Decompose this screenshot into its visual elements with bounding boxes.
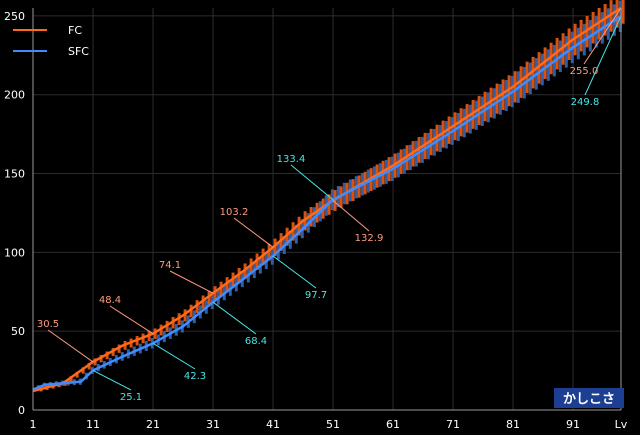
axes bbox=[32, 8, 622, 411]
x-tick-label: 21 bbox=[146, 418, 160, 431]
series-line-fc bbox=[32, 6, 622, 393]
y-tick-label: 150 bbox=[4, 168, 25, 181]
annotation-label: 103.2 bbox=[220, 207, 249, 218]
annotation-label: 133.4 bbox=[277, 154, 306, 165]
annotation-label: 68.4 bbox=[245, 336, 267, 347]
fc-range-bar bbox=[189, 304, 193, 318]
x-tick-label: 51 bbox=[326, 418, 340, 431]
fc-range-bar bbox=[555, 37, 559, 70]
series-lines bbox=[32, 6, 622, 393]
annotation-labels: 30.5 48.4 74.1 103.2 132.9 255.0 25.1 42.3 68.4 9… bbox=[37, 66, 599, 403]
fc-range-bar bbox=[567, 28, 571, 61]
annotation-leader bbox=[583, 7, 622, 65]
fc-range-bar bbox=[561, 33, 565, 65]
annotation-label: 48.4 bbox=[99, 295, 121, 306]
annotation-label: 74.1 bbox=[159, 260, 181, 271]
annotation-label: 42.3 bbox=[184, 371, 206, 382]
fc-range-bar bbox=[531, 56, 535, 89]
annotation-leader bbox=[169, 270, 214, 294]
fc-range-bar bbox=[243, 263, 247, 280]
fc-range-bar bbox=[537, 52, 541, 84]
annotation-leader bbox=[47, 329, 94, 363]
stat-badge: かしこさ bbox=[554, 388, 624, 408]
fc-range-bar bbox=[513, 71, 517, 103]
annotation-label: 97.7 bbox=[305, 290, 327, 301]
x-tick-label: 31 bbox=[206, 418, 220, 431]
annotation-leader bbox=[272, 255, 317, 289]
fc-range-bar bbox=[519, 66, 523, 98]
fc-range-bar bbox=[273, 238, 277, 256]
x-tick-label: 71 bbox=[446, 418, 460, 431]
x-tick-label: 11 bbox=[86, 418, 100, 431]
annotation-label: 255.0 bbox=[570, 66, 599, 77]
x-tick-label: 61 bbox=[386, 418, 400, 431]
annotation-leader bbox=[152, 342, 196, 370]
y-tick-label: 250 bbox=[4, 10, 25, 23]
fc-range-bar bbox=[183, 309, 187, 322]
annotation-leader bbox=[332, 200, 370, 232]
legend-label-fc: FC bbox=[68, 24, 82, 37]
badge-background bbox=[554, 388, 624, 408]
legend: FC SFC bbox=[13, 24, 89, 58]
x-tick-label: 1 bbox=[30, 418, 37, 431]
x-tick-label: 41 bbox=[266, 418, 280, 431]
annotation-label: 30.5 bbox=[37, 319, 59, 330]
fc-range-bar bbox=[297, 216, 301, 236]
badge-text: かしこさ bbox=[563, 392, 615, 407]
annotation-label: 25.1 bbox=[120, 392, 142, 403]
fc-range-bar bbox=[525, 61, 529, 94]
fc-range-bar bbox=[549, 42, 553, 75]
annotation-label: 132.9 bbox=[355, 233, 384, 244]
annotation-label: 249.8 bbox=[571, 97, 600, 108]
annotation-leader bbox=[92, 369, 132, 391]
fc-range-bar bbox=[255, 253, 259, 270]
fc-range-bar bbox=[261, 248, 265, 266]
annotation-leader bbox=[290, 164, 334, 201]
annotation-leader bbox=[233, 217, 274, 248]
fc-range-bar bbox=[285, 227, 289, 246]
legend-label-sfc: SFC bbox=[68, 45, 89, 58]
fc-range-bar bbox=[279, 233, 283, 251]
y-tick-label: 50 bbox=[11, 325, 25, 338]
annotation-leader bbox=[584, 15, 622, 96]
y-tick-label: 100 bbox=[4, 246, 25, 259]
fc-range-bar bbox=[267, 243, 271, 261]
y-tick-label: 200 bbox=[4, 89, 25, 102]
annotation-leaders bbox=[47, 7, 622, 391]
fc-range-bar bbox=[291, 222, 295, 241]
series-line-sfc bbox=[32, 15, 622, 391]
x-axis-label: Lv bbox=[615, 418, 628, 431]
annotation-leader bbox=[212, 301, 257, 335]
x-tick-label: 91 bbox=[566, 418, 580, 431]
fc-range-bar bbox=[543, 47, 547, 79]
x-tick-label: 81 bbox=[506, 418, 520, 431]
y-tick-label: 0 bbox=[18, 404, 25, 417]
fc-range-bar bbox=[621, 0, 625, 24]
fc-range-bar bbox=[249, 258, 253, 275]
annotation-leader bbox=[109, 305, 154, 335]
